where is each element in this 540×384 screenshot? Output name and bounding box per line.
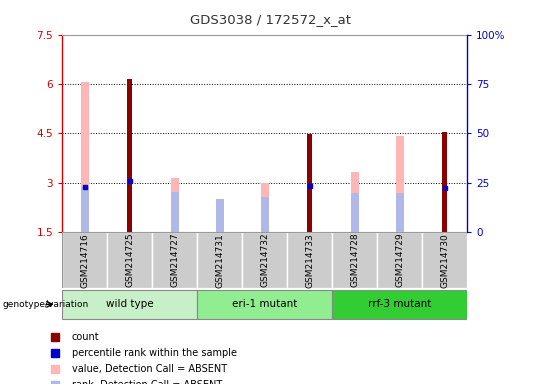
- Text: wild type: wild type: [106, 299, 153, 309]
- Bar: [377, 232, 422, 288]
- Bar: [332, 290, 467, 319]
- Bar: [197, 290, 332, 319]
- Bar: [261, 197, 269, 232]
- Bar: [242, 232, 287, 288]
- Text: count: count: [72, 331, 99, 342]
- Bar: [422, 232, 467, 288]
- Text: GSM214729: GSM214729: [395, 233, 404, 288]
- Bar: [80, 82, 89, 232]
- Bar: [127, 79, 132, 232]
- Text: GSM214732: GSM214732: [260, 233, 269, 288]
- Text: eri-1 mutant: eri-1 mutant: [232, 299, 298, 309]
- Bar: [350, 172, 359, 232]
- Text: GDS3038 / 172572_x_at: GDS3038 / 172572_x_at: [190, 13, 350, 26]
- Bar: [350, 194, 359, 232]
- Bar: [215, 222, 224, 232]
- Text: GSM214725: GSM214725: [125, 233, 134, 288]
- Bar: [197, 232, 242, 288]
- Bar: [62, 232, 107, 288]
- Bar: [287, 232, 332, 288]
- Bar: [442, 132, 447, 232]
- Bar: [332, 232, 377, 288]
- Bar: [80, 187, 89, 232]
- Text: percentile rank within the sample: percentile rank within the sample: [72, 348, 237, 358]
- Bar: [171, 178, 179, 232]
- Bar: [261, 183, 269, 232]
- Text: rank, Detection Call = ABSENT: rank, Detection Call = ABSENT: [72, 380, 222, 384]
- Bar: [62, 290, 197, 319]
- Text: GSM214727: GSM214727: [170, 233, 179, 288]
- Text: genotype/variation: genotype/variation: [3, 300, 89, 309]
- Text: GSM214716: GSM214716: [80, 233, 89, 288]
- Text: GSM214733: GSM214733: [305, 233, 314, 288]
- Text: GSM214728: GSM214728: [350, 233, 359, 288]
- Bar: [215, 199, 224, 232]
- Text: GSM214730: GSM214730: [440, 233, 449, 288]
- Text: rrf-3 mutant: rrf-3 mutant: [368, 299, 431, 309]
- Bar: [395, 193, 403, 232]
- Bar: [307, 134, 312, 232]
- Bar: [395, 136, 403, 232]
- Text: value, Detection Call = ABSENT: value, Detection Call = ABSENT: [72, 364, 227, 374]
- Bar: [152, 232, 197, 288]
- Bar: [171, 192, 179, 232]
- Bar: [107, 232, 152, 288]
- Text: GSM214731: GSM214731: [215, 233, 224, 288]
